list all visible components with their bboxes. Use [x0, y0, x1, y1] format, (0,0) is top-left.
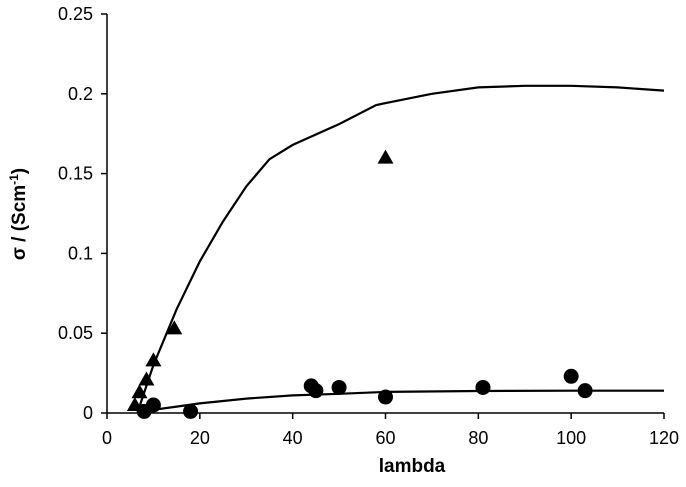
- fit-curve-2: [138, 84, 665, 407]
- y-axis-title: σ / (Scm-1): [7, 168, 30, 260]
- y-tick-label: 0: [83, 403, 93, 423]
- circle-point: [563, 368, 579, 384]
- fit-curve-3: [143, 389, 664, 415]
- triangle-point: [166, 320, 183, 335]
- triangle-point: [145, 352, 162, 367]
- x-tick-label: 120: [649, 428, 679, 448]
- circle-point: [145, 397, 161, 413]
- y-tick-label: 0.15: [58, 164, 93, 184]
- series-lines: [138, 84, 665, 415]
- circle-point: [331, 379, 347, 395]
- series-markers: [126, 149, 593, 419]
- triangle-point: [138, 371, 155, 386]
- x-tick-label: 80: [468, 428, 488, 448]
- x-tick-label: 40: [283, 428, 303, 448]
- triangle-point: [377, 149, 394, 164]
- triangle-point: [131, 384, 148, 399]
- x-axis-title: lambda: [379, 456, 446, 477]
- circle-point: [378, 389, 393, 405]
- y-tick-label: 0.1: [68, 243, 93, 263]
- y-tick-label: 0.25: [58, 4, 93, 24]
- x-ticks: 0 20 40 60 80 100 120: [102, 413, 679, 448]
- circle-point: [308, 383, 324, 399]
- y-tick-label: 0.05: [58, 323, 93, 343]
- x-tick-label: 60: [375, 428, 395, 448]
- circle-point: [475, 379, 491, 395]
- circle-point: [577, 383, 593, 399]
- x-tick-label: 0: [102, 428, 112, 448]
- circle-point: [183, 403, 199, 419]
- x-tick-label: 20: [190, 428, 210, 448]
- y-axis-title-superscript: -1: [7, 174, 21, 185]
- x-tick-label: 100: [556, 428, 586, 448]
- y-ticks: 0 0.05 0.1 0.15 0.2 0.25: [58, 4, 107, 423]
- y-tick-label: 0.2: [68, 84, 93, 104]
- plot-area: [106, 14, 664, 414]
